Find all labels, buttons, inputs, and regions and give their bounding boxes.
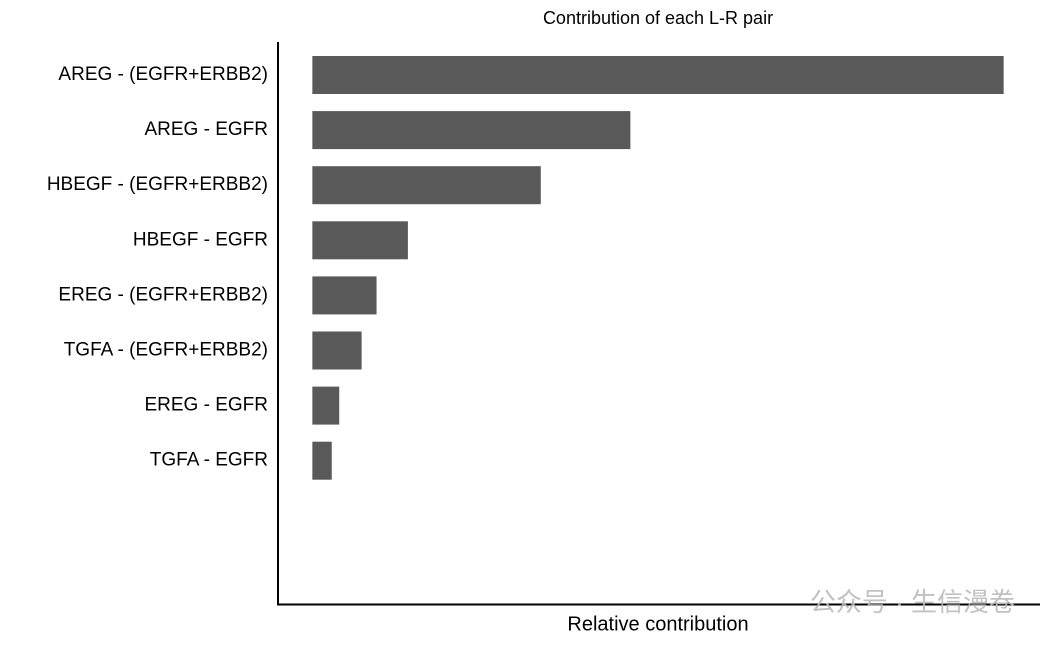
y-tick-label: TGFA - (EGFR+ERBB2) [64, 340, 268, 361]
bar [312, 166, 541, 205]
y-tick-label: EREG - (EGFR+ERBB2) [58, 284, 268, 305]
y-tick-label: HBEGF - EGFR [133, 229, 268, 250]
y-tick-label: AREG - EGFR [144, 119, 268, 140]
y-tick-label: HBEGF - (EGFR+ERBB2) [47, 174, 268, 195]
y-tick-label: TGFA - EGFR [150, 450, 268, 471]
x-axis-label: Relative contribution [567, 613, 748, 635]
y-tick-label: AREG - (EGFR+ERBB2) [58, 64, 268, 85]
bar [312, 221, 408, 260]
bar [312, 386, 340, 425]
bar [312, 276, 377, 315]
y-tick-label: EREG - EGFR [144, 395, 268, 416]
bar [312, 56, 1004, 94]
bar [312, 331, 362, 370]
watermark: 公众号 · 生信漫卷 [810, 587, 1015, 617]
bar [312, 441, 332, 480]
chart-title: Contribution of each L-R pair [543, 8, 773, 28]
bar [312, 111, 631, 150]
